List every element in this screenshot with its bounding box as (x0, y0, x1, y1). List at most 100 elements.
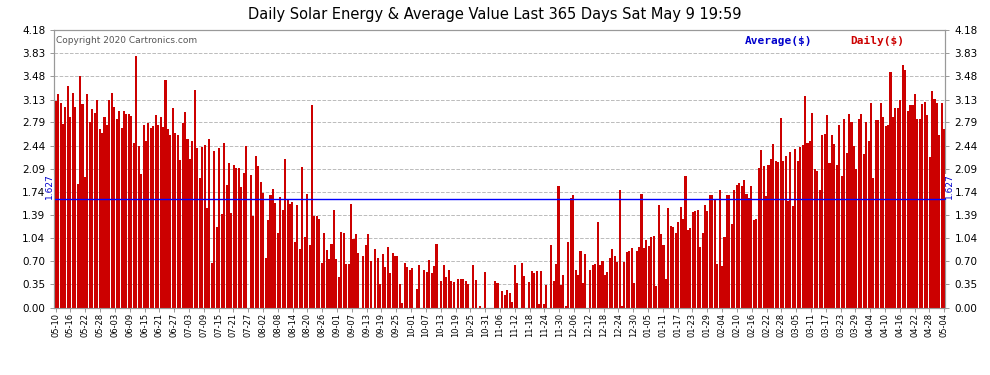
Bar (246, 146, 248, 308)
Bar (917, 119, 919, 308)
Bar (204, 145, 206, 308)
Bar (770, 159, 772, 308)
Bar (777, 162, 779, 308)
Bar (780, 118, 782, 308)
Bar (431, 273, 433, 308)
Bar (836, 165, 838, 308)
Bar (745, 194, 747, 308)
Bar (379, 284, 381, 308)
Bar (221, 214, 223, 308)
Bar (257, 166, 259, 308)
Bar (99, 129, 101, 308)
Bar (374, 249, 376, 308)
Bar (899, 100, 901, 308)
Bar (152, 126, 154, 308)
Bar (674, 233, 677, 308)
Bar (299, 249, 301, 308)
Bar (450, 281, 452, 308)
Bar (62, 124, 64, 308)
Bar (201, 147, 203, 308)
Bar (624, 262, 626, 308)
Bar (108, 100, 111, 308)
Bar (684, 176, 686, 308)
Bar (140, 174, 143, 308)
Bar (867, 141, 869, 308)
Bar (724, 237, 726, 308)
Bar (784, 156, 787, 308)
Bar (357, 253, 359, 308)
Bar (594, 264, 596, 308)
Bar (767, 165, 769, 308)
Bar (545, 285, 547, 308)
Bar (145, 141, 148, 308)
Bar (354, 234, 357, 308)
Bar (399, 284, 401, 308)
Bar (189, 159, 191, 308)
Bar (123, 111, 125, 308)
Bar (562, 275, 564, 308)
Bar (67, 86, 69, 308)
Bar (191, 141, 193, 308)
Bar (326, 251, 328, 308)
Bar (709, 195, 711, 308)
Bar (943, 129, 945, 308)
Bar (213, 151, 216, 308)
Bar (704, 205, 706, 308)
Bar (406, 267, 408, 308)
Bar (409, 270, 411, 308)
Bar (604, 275, 606, 308)
Bar (194, 90, 196, 308)
Bar (277, 233, 279, 308)
Bar (789, 152, 791, 308)
Bar (404, 263, 406, 308)
Bar (760, 150, 762, 308)
Bar (443, 266, 445, 308)
Bar (264, 258, 266, 307)
Bar (116, 119, 118, 308)
Bar (816, 171, 819, 308)
Bar (382, 254, 384, 308)
Bar (694, 211, 696, 308)
Bar (877, 120, 879, 308)
Bar (887, 125, 889, 308)
Bar (149, 128, 151, 308)
Bar (352, 238, 354, 308)
Bar (218, 147, 220, 308)
Bar (855, 169, 857, 308)
Bar (321, 263, 323, 308)
Bar (106, 124, 108, 308)
Bar (809, 141, 811, 308)
Bar (934, 99, 936, 308)
Bar (186, 139, 188, 308)
Bar (734, 190, 736, 308)
Bar (560, 285, 562, 308)
Bar (762, 166, 764, 308)
Bar (94, 113, 96, 308)
Bar (821, 135, 824, 308)
Text: Average($): Average($) (745, 36, 813, 45)
Bar (750, 186, 752, 308)
Bar (638, 247, 641, 308)
Bar (249, 176, 252, 308)
Bar (131, 116, 133, 308)
Bar (296, 205, 298, 308)
Bar (211, 264, 213, 308)
Bar (267, 220, 269, 308)
Bar (76, 184, 78, 308)
Bar (689, 228, 691, 308)
Bar (226, 184, 228, 308)
Bar (494, 280, 496, 308)
Bar (650, 237, 652, 308)
Bar (281, 210, 284, 308)
Bar (291, 202, 293, 308)
Bar (346, 264, 347, 308)
Bar (926, 115, 929, 308)
Bar (699, 248, 701, 308)
Bar (86, 94, 88, 308)
Bar (304, 237, 306, 308)
Bar (834, 144, 836, 308)
Bar (839, 126, 841, 308)
Bar (889, 72, 892, 308)
Bar (96, 99, 98, 308)
Bar (231, 213, 233, 308)
